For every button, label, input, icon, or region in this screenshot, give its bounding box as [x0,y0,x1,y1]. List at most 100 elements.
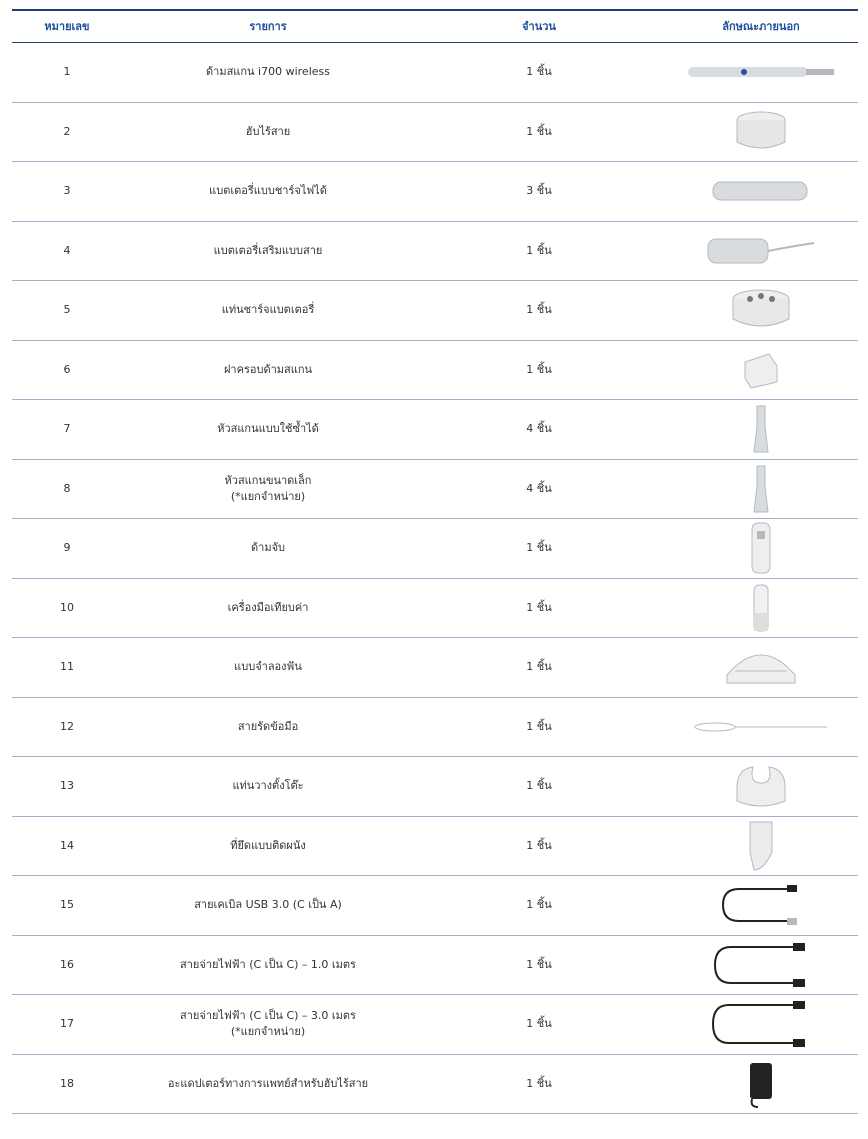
appearance-image [664,222,858,281]
table-row: 11 แบบจำลองฟัน 1 ชิ้น [12,638,858,698]
parts-table: หมายเลข รายการ จำนวน ลักษณะภายนอก 1 ด้ามส… [12,9,858,1114]
quantity: 4 ชิ้น [526,422,552,436]
quantity: 1 ชิ้น [526,719,552,733]
header-cell: หมายเลข [44,19,90,33]
item-cell: สายเคเบิล USB 3.0 (C เป็น A) [122,876,414,935]
row-number: 7 [63,422,71,436]
quantity: 3 ชิ้น [526,184,552,198]
quantity: 1 ชิ้น [526,1017,552,1031]
product-icon [749,821,773,871]
table-row: 8 หัวสแกนขนาดเล็ก (*แยกจำหน่าย) 4 ชิ้น [12,460,858,519]
row-number: 12 [60,719,74,733]
quantity: 1 ชิ้น [526,600,552,614]
product-icon [744,353,778,389]
item-note: (*แยกจำหน่าย) [230,489,306,503]
table-row: 10 เครื่องมือเทียบค่า 1 ชิ้น [12,579,858,638]
item-cell: เครื่องมือเทียบค่า [122,579,414,638]
row-number: 15 [60,898,74,912]
item-name: ที่ยึดแบบติดผนัง [230,838,306,852]
appearance-image [664,995,858,1054]
appearance-image [664,817,858,876]
table-row: 15 สายเคเบิล USB 3.0 (C เป็น A) 1 ชิ้น [12,876,858,936]
product-icon [732,289,790,327]
item-name: เครื่องมือเทียบค่า [227,600,309,614]
appearance-image [664,936,858,995]
quantity: 1 ชิ้น [526,957,552,971]
row-number: 13 [60,779,74,793]
quantity: 1 ชิ้น [526,65,552,79]
product-icon [726,654,796,684]
appearance-image [664,698,858,757]
quantity: 1 ชิ้น [526,243,552,257]
row-number: 2 [63,124,71,138]
item-cell: สายจ่ายไฟฟ้า (C เป็น C) – 1.0 เมตร [122,936,414,995]
quantity: 4 ชิ้น [526,481,552,495]
row-number: 1 [63,65,71,79]
quantity: 1 ชิ้น [526,838,552,852]
item-name: แบตเตอรี่เสริมแบบสาย [213,243,323,257]
item-name: หัวสแกนแบบใช้ซ้ำได้ [217,422,319,436]
quantity: 1 ชิ้น [526,362,552,376]
item-cell: ฝาครอบด้ามสแกน [122,341,414,400]
table-row: 4 แบตเตอรี่เสริมแบบสาย 1 ชิ้น [12,222,858,281]
row-number: 11 [60,660,74,674]
item-cell: สายจ่ายไฟฟ้า (C เป็น C) – 3.0 เมตร (*แยกจ… [122,995,414,1054]
appearance-image [664,757,858,816]
item-name: สายเคเบิล USB 3.0 (C เป็น A) [194,898,342,912]
appearance-image [664,281,858,340]
quantity: 1 ชิ้น [526,303,552,317]
item-cell: ด้ามจับ [122,519,414,578]
row-number: 8 [63,481,71,495]
item-name: ฝาครอบด้ามสแกน [223,362,313,376]
product-icon [707,238,815,264]
quantity: 1 ชิ้น [526,124,552,138]
item-cell: แบบจำลองฟัน [122,638,414,697]
quantity: 1 ชิ้น [526,1076,552,1090]
appearance-image [664,876,858,935]
table-row: 7 หัวสแกนแบบใช้ซ้ำได้ 4 ชิ้น [12,400,858,460]
appearance-image [664,400,858,459]
appearance-image [664,1055,858,1114]
item-name: แท่นชาร์จแบตเตอรี่ [221,303,315,317]
table-body: 1 ด้ามสแกน i700 wireless 1 ชิ้น 2 ฮับไร้สาย 1… [12,43,858,1114]
item-name: หัวสแกนขนาดเล็ก [224,473,312,487]
item-cell: หัวสแกนแบบใช้ซ้ำได้ [122,400,414,459]
appearance-image [664,162,858,221]
item-name: แท่นวางตั้งโต๊ะ [232,779,304,793]
item-name: แบตเตอรี่แบบชาร์จไฟได้ [209,184,327,198]
table-row: 6 ฝาครอบด้ามสแกน 1 ชิ้น [12,341,858,400]
table-row: 3 แบตเตอรี่แบบชาร์จไฟได้ 3 ชิ้น [12,162,858,222]
item-cell: หัวสแกนขนาดเล็ก (*แยกจำหน่าย) [122,460,414,519]
row-number: 17 [60,1017,74,1031]
product-icon [711,1001,805,1048]
appearance-image [664,519,858,578]
product-icon [713,942,805,987]
quantity: 1 ชิ้น [526,660,552,674]
table-row: 9 ด้ามจับ 1 ชิ้น [12,519,858,579]
item-name: สายจ่ายไฟฟ้า (C เป็น C) – 1.0 เมตร [180,957,356,971]
table-row: 12 สายรัดข้อมือ 1 ชิ้น [12,698,858,757]
item-note: (*แยกจำหน่าย) [230,1025,306,1039]
item-name: สายรัดข้อมือ [237,719,299,733]
product-icon [753,584,769,632]
row-number: 4 [63,243,71,257]
item-name: อะแดปเตอร์ทางการแพทย์สำหรับฮับไร้สาย [167,1076,369,1090]
row-number: 14 [60,838,74,852]
item-cell: แท่นชาร์จแบตเตอรี่ [122,281,414,340]
row-number: 3 [63,184,71,198]
appearance-image [664,638,858,697]
item-cell: สายรัดข้อมือ [122,698,414,757]
row-number: 5 [63,303,71,317]
appearance-image [664,460,858,519]
item-cell: ที่ยึดแบบติดผนัง [122,817,414,876]
appearance-image [664,341,858,400]
table-row: 2 ฮับไร้สาย 1 ชิ้น [12,103,858,162]
header-cell: จำนวน [522,19,556,33]
row-number: 9 [63,541,71,555]
quantity: 1 ชิ้น [526,541,552,555]
row-number: 16 [60,957,74,971]
product-icon [712,181,808,201]
item-cell: ฮับไร้สาย [122,103,414,162]
product-icon [694,722,827,732]
